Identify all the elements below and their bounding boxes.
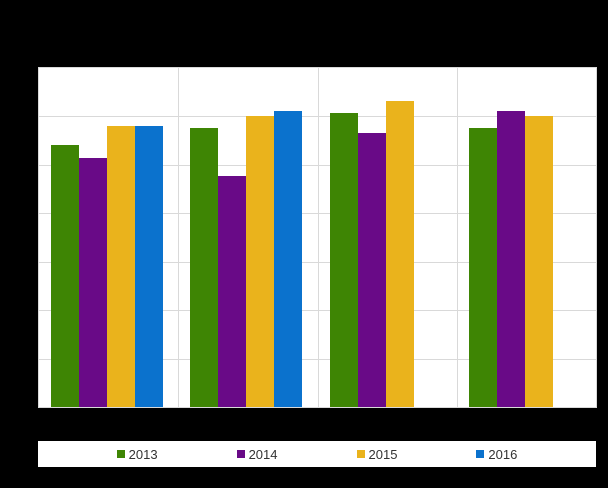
- gridlines-layer: [39, 68, 596, 407]
- bar-2016-group-1: [135, 125, 163, 407]
- bar-2014-group-4: [496, 111, 525, 407]
- bar-group-4: [457, 68, 596, 407]
- bar-2013-group-2: [190, 128, 219, 407]
- bar-2014-group-2: [218, 175, 247, 407]
- legend-item-2015[interactable]: 2015: [356, 446, 398, 462]
- bar-2015-group-2: [246, 116, 275, 407]
- bar-group-1: [39, 68, 178, 407]
- bar-2013-group-3: [329, 112, 358, 407]
- legend-label-2013: 2013: [128, 446, 158, 462]
- bar-2014-group-3: [357, 132, 386, 407]
- bar-2013-group-4: [468, 127, 497, 407]
- legend-swatch-2015: [356, 450, 365, 458]
- vertical-gridline: [317, 68, 319, 407]
- vertical-gridline: [178, 68, 180, 407]
- legend-swatch-2014: [236, 450, 245, 458]
- legend-item-2013[interactable]: 2013: [116, 446, 158, 462]
- legend-swatch-2013: [116, 450, 125, 458]
- bar-2015-group-4: [524, 115, 553, 407]
- legend-item-2016[interactable]: 2016: [476, 447, 517, 462]
- legend-swatch-2016: [476, 450, 485, 458]
- chart-plot-area: [38, 67, 597, 408]
- bar-group-2: [178, 68, 317, 407]
- legend-label-2015: 2015: [368, 446, 398, 462]
- bar-group-3: [318, 68, 457, 407]
- vertical-gridline: [456, 68, 458, 407]
- legend-item-2014[interactable]: 2014: [236, 446, 278, 462]
- bar-2014-group-1: [79, 158, 107, 407]
- chart-legend: 2013 2014 2015 2016: [38, 441, 596, 467]
- bar-2015-group-1: [107, 125, 135, 407]
- bar-2013-group-1: [51, 145, 79, 407]
- legend-label-2016: 2016: [488, 446, 518, 462]
- bar-groups-layer: [39, 68, 596, 407]
- bar-2015-group-3: [385, 100, 414, 407]
- bar-2016-group-2: [274, 110, 303, 407]
- legend-label-2014: 2014: [248, 446, 278, 462]
